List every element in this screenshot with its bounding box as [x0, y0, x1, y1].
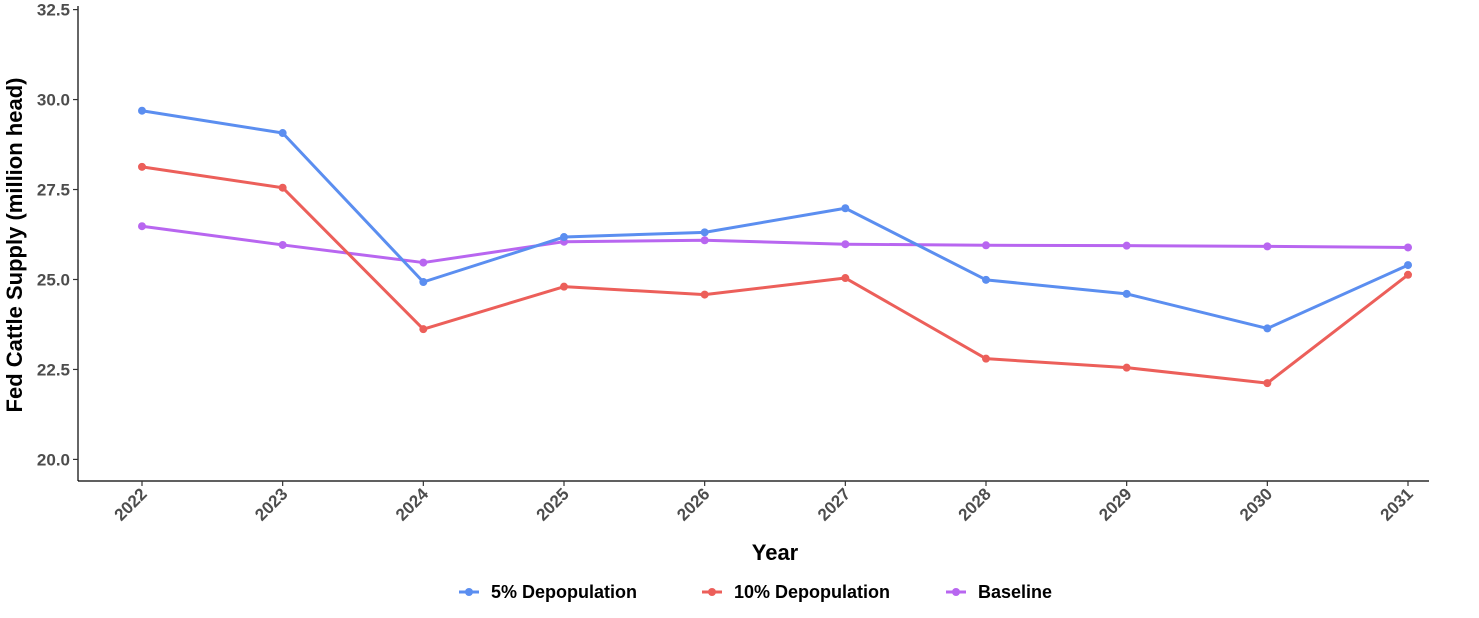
data-point-5-depopulation: [841, 204, 850, 213]
y-tick-label: 27.5: [37, 181, 70, 200]
x-tick-label: 2027: [814, 484, 854, 524]
plot-area: [138, 106, 1412, 388]
series-line-5-depopulation: [140, 109, 1410, 330]
legend-key-point: [952, 588, 960, 596]
data-point-5-depopulation: [138, 106, 146, 115]
data-point-10-depopulation: [1404, 270, 1412, 279]
data-point-10-depopulation: [982, 354, 990, 363]
x-tick-label: 2029: [1095, 484, 1135, 524]
data-point-10-depopulation: [841, 274, 850, 283]
y-tick-label: 22.5: [37, 360, 70, 379]
data-point-baseline: [138, 222, 146, 231]
x-tick-label: 2025: [533, 484, 573, 524]
data-point-5-depopulation: [419, 278, 428, 287]
data-point-10-depopulation: [560, 282, 568, 291]
legend-label: Baseline: [978, 582, 1052, 602]
data-point-10-depopulation: [700, 290, 709, 299]
x-tick-label: 2028: [955, 484, 995, 524]
data-point-10-depopulation: [278, 183, 287, 192]
data-point-5-depopulation: [1122, 289, 1131, 298]
x-tick-label: 2023: [251, 484, 291, 524]
y-tick-label: 32.5: [37, 1, 70, 20]
data-point-5-depopulation: [1263, 324, 1272, 333]
data-point-5-depopulation: [700, 228, 709, 237]
data-point-10-depopulation: [138, 162, 146, 171]
y-axis-ticks: 20.0 22.5 25.0 27.5 30.0 32.5: [37, 1, 78, 469]
y-tick-label: 25.0: [37, 270, 70, 289]
data-point-10-depopulation: [419, 325, 428, 334]
legend-label: 5% Depopulation: [491, 582, 637, 602]
data-point-baseline: [278, 240, 287, 249]
data-point-baseline: [419, 258, 428, 267]
y-tick-label: 30.0: [37, 91, 70, 110]
x-axis-title: Year: [752, 540, 799, 565]
data-point-5-depopulation: [560, 233, 568, 242]
data-point-baseline: [700, 236, 709, 245]
x-tick-label: 2030: [1236, 484, 1276, 524]
legend-key-point: [708, 588, 716, 596]
data-point-baseline: [1404, 243, 1412, 252]
data-point-baseline: [1263, 242, 1272, 251]
data-point-baseline: [1122, 241, 1131, 250]
data-point-10-depopulation: [1263, 379, 1272, 388]
y-tick-label: 20.0: [37, 450, 70, 469]
data-point-baseline: [982, 241, 990, 250]
data-point-10-depopulation: [1122, 363, 1131, 372]
x-tick-label: 2022: [111, 484, 151, 524]
legend-key-point: [465, 588, 473, 596]
legend: 5% Depopulation 10% Depopulation Baseline: [459, 582, 1052, 602]
series-line-baseline: [140, 224, 1410, 265]
data-point-5-depopulation: [1404, 261, 1412, 270]
x-tick-label: 2024: [392, 484, 433, 525]
data-point-5-depopulation: [982, 275, 990, 284]
x-axis-ticks: 2022 2023 2024 2025 2026 2027 2028 2029 2030 2031: [111, 481, 1417, 525]
data-point-5-depopulation: [278, 129, 287, 138]
x-tick-label: 2031: [1377, 484, 1417, 524]
series-line-10-depopulation: [140, 165, 1410, 385]
data-point-baseline: [841, 240, 850, 249]
x-tick-label: 2026: [673, 484, 713, 524]
y-axis-title: Fed Cattle Supply (million head): [2, 78, 27, 413]
legend-label: 10% Depopulation: [734, 582, 890, 602]
